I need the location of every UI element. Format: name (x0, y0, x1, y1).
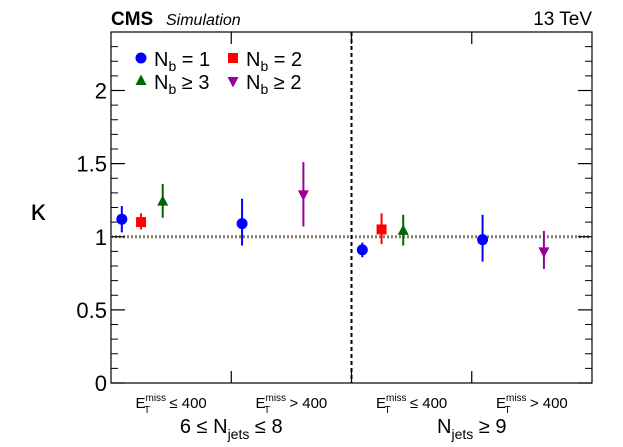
data-point (136, 217, 147, 228)
y-tick-label: 0 (95, 371, 107, 396)
data-point (477, 234, 489, 246)
data-point (297, 190, 309, 201)
legend-entry: Nb = 2 (246, 49, 302, 74)
legend-entry: Nb = 1 (154, 49, 210, 74)
y-tick-label: 1.5 (76, 152, 107, 177)
simulation-label: Simulation (166, 12, 241, 29)
plot-area: 0 0.5 1 1.5 2 (76, 31, 593, 396)
legend-marker (228, 53, 238, 63)
legend: Nb = 1 Nb = 2 Nb ≥ 3 Nb ≥ 2 (135, 49, 302, 97)
met-bin-label: Emiss T > 400 (255, 393, 327, 416)
y-axis-label: κ (31, 194, 47, 227)
data-point (236, 218, 248, 230)
cms-label: CMS (111, 9, 153, 30)
legend-marker (135, 74, 147, 85)
energy-label: 13 TeV (533, 9, 592, 30)
y-tick-label: 2 (95, 79, 107, 104)
data-point (397, 224, 409, 235)
met-bin-label: Emiss T > 400 (496, 393, 568, 416)
data-point (538, 247, 550, 258)
legend-marker (135, 52, 147, 64)
legend-marker (227, 77, 239, 88)
met-bin-label: Emiss T ≤ 400 (376, 393, 447, 416)
y-tick-label: 1 (95, 225, 107, 250)
legend-entry: Nb ≥ 2 (246, 72, 301, 97)
data-point (376, 224, 387, 235)
data-point (356, 244, 368, 256)
met-bin-label: Emiss T ≤ 400 (135, 393, 206, 416)
x-category-labels: Emiss T ≤ 400 Emiss T > 400 Emiss T ≤ 400 Emis… (135, 393, 567, 442)
data-point (116, 213, 128, 225)
data-point (157, 195, 169, 206)
y-tick-label: 0.5 (76, 298, 107, 323)
legend-entry: Nb ≥ 3 (154, 72, 209, 97)
njets-group-label: 6 ≤ Njets ≤ 8 (180, 416, 283, 442)
njets-group-label: Njets ≥ 9 (437, 416, 506, 442)
